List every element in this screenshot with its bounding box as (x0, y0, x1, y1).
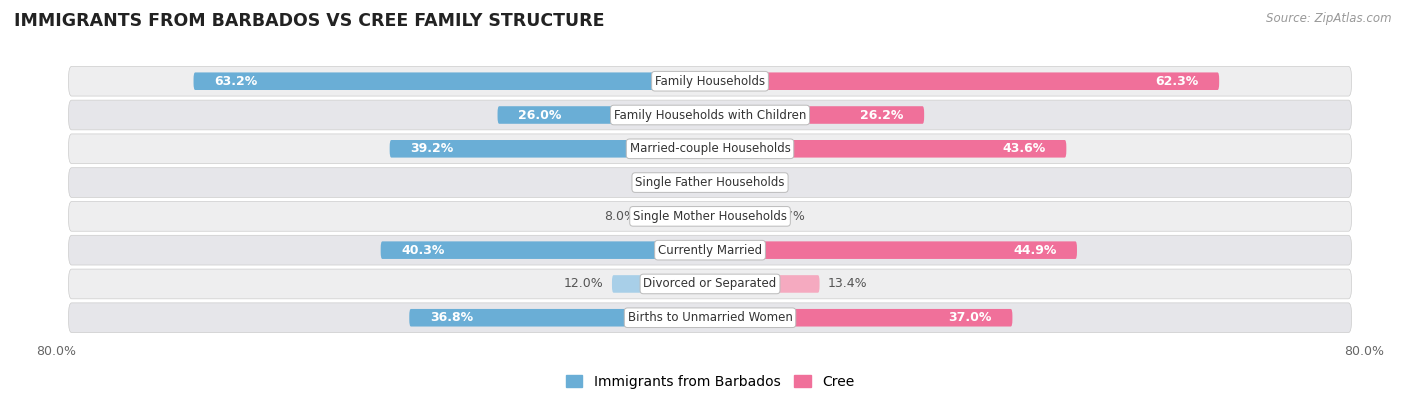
FancyBboxPatch shape (710, 140, 1066, 158)
Text: Divorced or Separated: Divorced or Separated (644, 277, 776, 290)
Text: 6.7%: 6.7% (773, 210, 804, 223)
Text: 62.3%: 62.3% (1156, 75, 1199, 88)
FancyBboxPatch shape (710, 106, 924, 124)
Text: 39.2%: 39.2% (411, 142, 453, 155)
FancyBboxPatch shape (69, 100, 1351, 130)
Text: 26.0%: 26.0% (517, 109, 561, 122)
Text: 36.8%: 36.8% (430, 311, 472, 324)
FancyBboxPatch shape (69, 201, 1351, 231)
Text: Single Mother Households: Single Mother Households (633, 210, 787, 223)
Text: Single Father Households: Single Father Households (636, 176, 785, 189)
FancyBboxPatch shape (710, 241, 1077, 259)
Text: 2.8%: 2.8% (741, 176, 773, 189)
Text: 63.2%: 63.2% (214, 75, 257, 88)
FancyBboxPatch shape (710, 72, 1219, 90)
Legend: Immigrants from Barbados, Cree: Immigrants from Barbados, Cree (560, 369, 860, 395)
Text: Currently Married: Currently Married (658, 244, 762, 257)
FancyBboxPatch shape (498, 106, 710, 124)
Text: 12.0%: 12.0% (564, 277, 603, 290)
FancyBboxPatch shape (69, 134, 1351, 164)
Text: Married-couple Households: Married-couple Households (630, 142, 790, 155)
Text: 44.9%: 44.9% (1014, 244, 1056, 257)
FancyBboxPatch shape (710, 309, 1012, 327)
FancyBboxPatch shape (710, 275, 820, 293)
FancyBboxPatch shape (389, 140, 710, 158)
FancyBboxPatch shape (710, 208, 765, 225)
Text: 40.3%: 40.3% (401, 244, 444, 257)
Text: Births to Unmarried Women: Births to Unmarried Women (627, 311, 793, 324)
Text: IMMIGRANTS FROM BARBADOS VS CREE FAMILY STRUCTURE: IMMIGRANTS FROM BARBADOS VS CREE FAMILY … (14, 12, 605, 30)
FancyBboxPatch shape (381, 241, 710, 259)
FancyBboxPatch shape (69, 269, 1351, 299)
FancyBboxPatch shape (710, 174, 733, 191)
FancyBboxPatch shape (69, 303, 1351, 333)
FancyBboxPatch shape (644, 208, 710, 225)
Text: 8.0%: 8.0% (605, 210, 637, 223)
FancyBboxPatch shape (69, 66, 1351, 96)
FancyBboxPatch shape (612, 275, 710, 293)
Text: Source: ZipAtlas.com: Source: ZipAtlas.com (1267, 12, 1392, 25)
Text: 13.4%: 13.4% (828, 277, 868, 290)
Text: 37.0%: 37.0% (949, 311, 993, 324)
FancyBboxPatch shape (69, 168, 1351, 198)
FancyBboxPatch shape (69, 235, 1351, 265)
Text: 43.6%: 43.6% (1002, 142, 1046, 155)
Text: 2.2%: 2.2% (652, 176, 683, 189)
FancyBboxPatch shape (692, 174, 710, 191)
Text: 26.2%: 26.2% (860, 109, 904, 122)
FancyBboxPatch shape (194, 72, 710, 90)
FancyBboxPatch shape (409, 309, 710, 327)
Text: Family Households: Family Households (655, 75, 765, 88)
Text: Family Households with Children: Family Households with Children (614, 109, 806, 122)
